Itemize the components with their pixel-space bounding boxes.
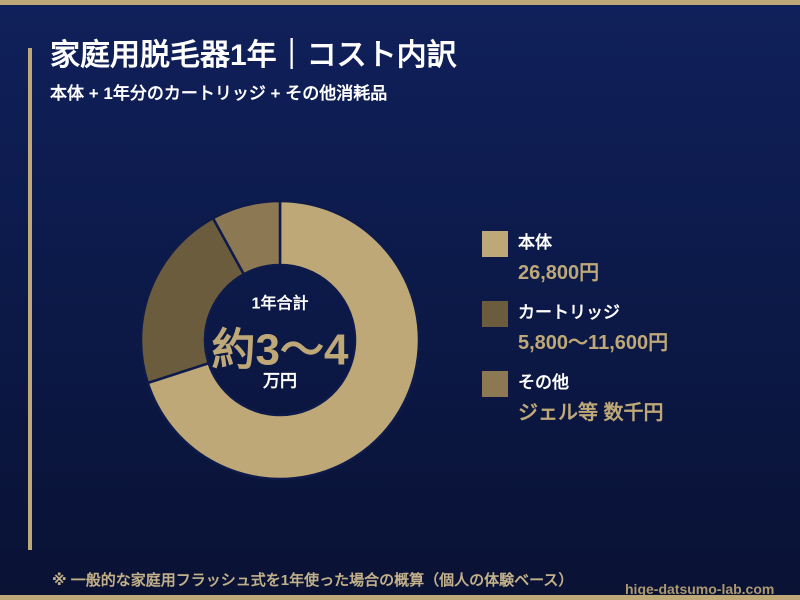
center-total-value: 約3～4 — [212, 326, 349, 375]
legend-swatch — [482, 371, 508, 397]
legend-item-other: その他 ジェル等 数千円 — [482, 371, 782, 441]
legend-item-cartridge: カートリッジ 5,800～11,600円 — [482, 301, 782, 371]
donut-chart: 1年合計 約3～4 万円 — [139, 199, 421, 481]
chart-subtitle: 本体 + 1年分のカートリッジ + その他消耗品 — [50, 84, 388, 103]
legend-item-body: 本体 26,800円 — [482, 231, 782, 301]
donut-slice-cartridge — [139, 216, 246, 385]
legend-label: カートリッジ — [518, 303, 620, 322]
site-watermark: hige-datsumo-lab.com — [625, 581, 775, 597]
bottom-border — [0, 595, 800, 600]
left-accent-bar — [28, 48, 32, 550]
center-unit: 万円 — [262, 372, 297, 391]
center-label: 1年合計 約3～4 万円 — [212, 294, 349, 391]
donut-slice-other — [211, 199, 282, 276]
legend: 本体 26,800円 カートリッジ 5,800～11,600円 その他 ジェル等… — [482, 231, 782, 441]
footnote: ※ 一般的な家庭用フラッシュ式を1年使った場合の概算（個人の体験ベース） — [52, 572, 574, 589]
top-border — [0, 0, 800, 5]
center-caption: 1年合計 — [252, 294, 309, 313]
legend-value: ジェル等 数千円 — [518, 402, 664, 424]
legend-swatch — [482, 301, 508, 327]
donut-slices — [139, 199, 421, 481]
donut-slice-body — [146, 199, 421, 481]
legend-swatch — [482, 231, 508, 257]
legend-label: その他 — [518, 373, 569, 392]
legend-value: 5,800～11,600円 — [518, 332, 669, 354]
chart-title: 家庭用脱毛器1年｜コスト内訳 — [50, 39, 457, 72]
legend-value: 26,800円 — [518, 262, 600, 284]
legend-label: 本体 — [518, 233, 552, 252]
